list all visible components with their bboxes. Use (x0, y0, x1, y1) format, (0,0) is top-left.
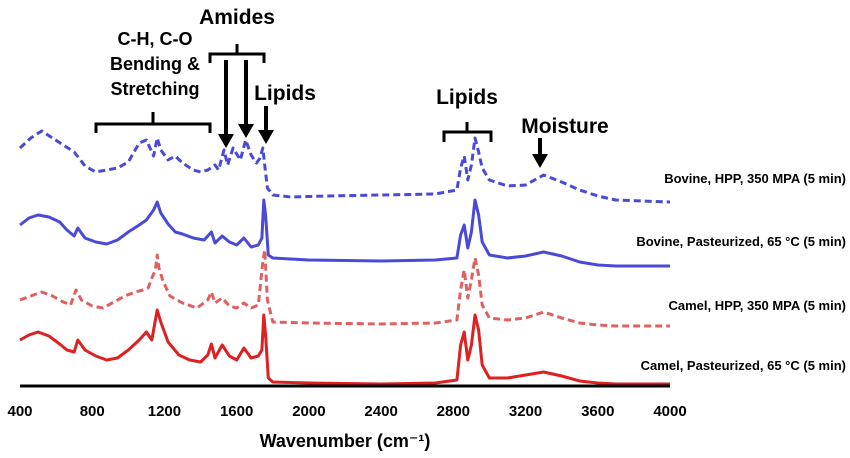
x-tick-label-3200: 3200 (509, 403, 542, 420)
moisture-label: Moisture (521, 115, 609, 138)
x-tick-label-2000: 2000 (292, 403, 325, 420)
annotation-amides: Amides (199, 6, 275, 148)
x-tick-label-800: 800 (80, 403, 105, 420)
series-line-2 (19, 198, 670, 268)
annotation-moisture: Moisture (521, 115, 609, 168)
x-tick-label-1200: 1200 (148, 403, 181, 420)
x-tick-labels: 400 800 1200 1600 2000 2400 2800 3200 3600 4000 (7, 403, 686, 420)
amides-label: Amides (199, 6, 275, 29)
series-labels: Bovine, HPP, 350 MPA (5 min) Bovine, Past… (636, 171, 846, 373)
series-label-2: Bovine, Pasteurized, 65 °C (5 min) (636, 234, 846, 249)
annotation-lipids-left: Lipids (254, 82, 316, 144)
series-layer (18, 129, 671, 386)
lipids-left-label: Lipids (254, 82, 316, 105)
x-tick-label-1600: 1600 (220, 403, 253, 420)
ch-co-bracket (94, 112, 212, 133)
series-line-1 (18, 129, 671, 204)
lipids-right-label: Lipids (436, 86, 498, 109)
ch-co-label-line-2: Bending & (110, 54, 200, 74)
annotation-ch-co: C-H, C-O Bending & Stretching (94, 29, 212, 133)
series-label-4: Camel, Pasteurized, 65 °C (5 min) (641, 358, 846, 373)
annotation-lipids-right: Lipids (436, 86, 498, 142)
annotations: C-H, C-O Bending & Stretching Amides Lip… (94, 6, 609, 168)
x-tick-label-3600: 3600 (581, 403, 614, 420)
lipids-left-arrow-head-icon (258, 130, 274, 144)
x-tick-label-400: 400 (7, 403, 32, 420)
series-line-4 (19, 308, 670, 386)
series-label-3: Camel, HPP, 350 MPA (5 min) (669, 298, 847, 313)
moisture-arrow-head-icon (532, 154, 548, 168)
ch-co-label-line-1: C-H, C-O (118, 29, 193, 49)
x-tick-label-2800: 2800 (437, 403, 470, 420)
x-tick-label-2400: 2400 (364, 403, 397, 420)
series-label-1: Bovine, HPP, 350 MPA (5 min) (664, 171, 846, 186)
amides-bracket (208, 44, 266, 63)
lipids-right-bracket (442, 122, 493, 142)
x-axis-title: Wavenumber (cm⁻¹) (260, 431, 431, 451)
amides-arrow-2-head-icon (238, 124, 254, 138)
amides-arrow-1-head-icon (218, 134, 234, 148)
ch-co-label-line-3: Stretching (110, 79, 199, 99)
x-tick-label-4000: 4000 (653, 403, 686, 420)
series-line-3 (19, 248, 670, 328)
